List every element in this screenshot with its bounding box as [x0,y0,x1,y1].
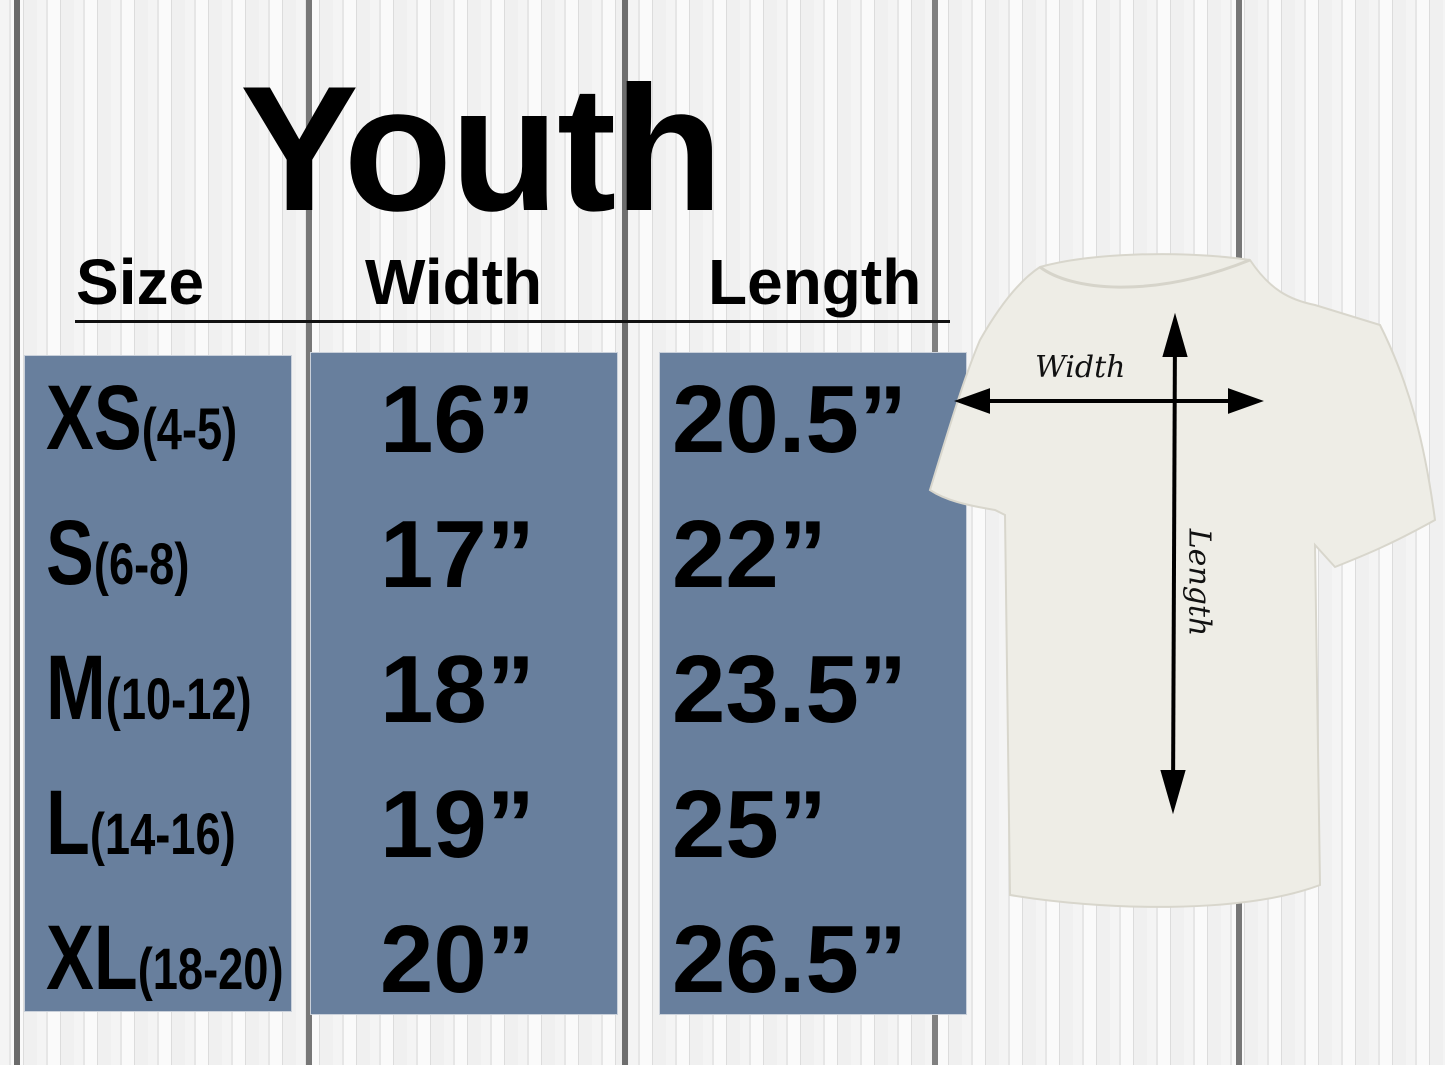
age-range: (18-20) [137,937,284,1002]
size-cell: L(14-16) [46,777,236,869]
length-cell: 25” [672,771,827,878]
width-cell: 20” [380,906,535,1013]
length-cell: 26.5” [672,906,907,1013]
header-divider [75,320,950,323]
size-label: XL [46,907,138,1009]
width-cell: 18” [380,636,535,743]
width-cell: 17” [380,501,535,608]
length-cell: 23.5” [672,636,907,743]
width-cell: 16” [380,366,535,473]
age-range: (4-5) [141,397,238,462]
header-length: Length [708,246,922,318]
t-shirt-icon [928,253,1437,908]
size-label: M [46,637,106,739]
header-width: Width [365,246,543,318]
chart-title: Youth [240,49,723,248]
age-range: (10-12) [105,667,252,732]
size-label: S [46,502,94,604]
size-label: XS [46,367,142,469]
width-column [310,352,618,1015]
header-size: Size [76,246,205,318]
size-column [24,355,292,1012]
width-cell: 19” [380,771,535,878]
diagram-length-label: Length [1181,528,1217,637]
age-range: (14-16) [89,802,236,867]
size-cell: S(6-8) [46,507,189,599]
length-cell: 20.5” [672,366,907,473]
age-range: (6-8) [93,532,190,597]
size-cell: XS(4-5) [46,372,237,464]
length-cell: 22” [672,501,827,608]
size-label: L [46,772,90,874]
diagram-width-label: Width [1035,350,1126,385]
size-cell: M(10-12) [46,642,252,734]
size-cell: XL(18-20) [46,912,284,1004]
length-column [659,352,967,1015]
